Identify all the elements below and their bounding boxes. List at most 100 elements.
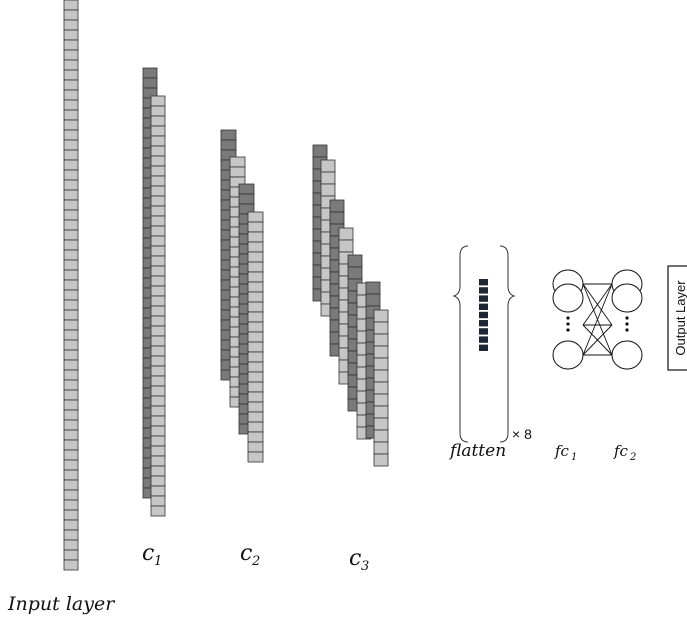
flatten-cell <box>479 279 488 286</box>
cell <box>63 369 79 381</box>
cell <box>247 421 264 433</box>
cell <box>150 465 166 477</box>
cell <box>63 29 79 41</box>
cell <box>63 439 79 451</box>
cell <box>63 219 79 231</box>
cell <box>150 235 166 247</box>
cell <box>150 195 166 207</box>
label-fc2-sub: 2 <box>629 452 636 463</box>
cell <box>150 495 166 507</box>
cell <box>63 99 79 111</box>
cell <box>150 95 166 107</box>
cell <box>63 49 79 61</box>
cell <box>247 221 264 233</box>
cell <box>150 435 166 447</box>
cell <box>63 509 79 521</box>
cell <box>63 169 79 181</box>
cell <box>63 0 79 11</box>
fc-connection <box>582 283 613 326</box>
label-c2-sub: 2 <box>251 554 260 569</box>
cell <box>63 519 79 531</box>
cell <box>63 469 79 481</box>
cell <box>365 281 381 295</box>
cell <box>150 325 166 337</box>
cell <box>247 291 264 303</box>
cell <box>63 59 79 71</box>
fully-connected-network <box>552 269 643 370</box>
c2-col-1 <box>220 129 237 381</box>
cell <box>247 331 264 343</box>
flatten-cell <box>479 320 488 327</box>
cell <box>247 251 264 263</box>
cell <box>238 193 255 205</box>
cell <box>63 179 79 191</box>
cell <box>150 315 166 327</box>
cell <box>150 345 166 357</box>
cell <box>247 351 264 363</box>
cell <box>320 159 336 173</box>
cell <box>150 475 166 487</box>
cell <box>247 441 264 453</box>
output-layer-box <box>667 265 687 371</box>
cell <box>150 295 166 307</box>
cell <box>150 275 166 287</box>
label-input-layer: Input layer <box>7 593 116 615</box>
cell <box>347 254 363 268</box>
cell <box>373 357 389 371</box>
cell <box>150 165 166 177</box>
flatten-cell <box>479 328 488 335</box>
cell <box>238 183 255 195</box>
cell <box>247 311 264 323</box>
cell <box>142 77 158 89</box>
cell <box>63 139 79 151</box>
cell <box>150 355 166 367</box>
label-c3: c <box>349 546 361 571</box>
cell <box>150 285 166 297</box>
cell <box>150 155 166 167</box>
flatten-vector <box>479 279 488 351</box>
cell <box>247 431 264 443</box>
cell <box>150 115 166 127</box>
cell <box>63 89 79 101</box>
label-c2: c <box>240 541 252 566</box>
cell <box>373 309 389 323</box>
label-fc1: fc <box>554 442 570 460</box>
cell <box>63 309 79 321</box>
cell <box>63 9 79 21</box>
cell <box>247 361 264 373</box>
flatten-bracket <box>452 245 516 443</box>
cell <box>63 119 79 131</box>
fc1-node <box>552 283 584 313</box>
cell <box>373 393 389 407</box>
cell <box>63 129 79 141</box>
flatten-cell <box>479 287 488 294</box>
cell <box>150 415 166 427</box>
output-layer-label: Output Layer <box>673 280 687 356</box>
cell <box>63 109 79 121</box>
cell <box>63 319 79 331</box>
cell <box>150 405 166 417</box>
label-c1: c <box>142 541 154 566</box>
cell <box>150 105 166 117</box>
label-c1-sub: 1 <box>154 554 162 569</box>
cell <box>150 305 166 317</box>
cell <box>247 281 264 293</box>
cell <box>247 391 264 403</box>
cell <box>150 455 166 467</box>
cell <box>150 215 166 227</box>
cell <box>150 185 166 197</box>
c2-col-4 <box>247 211 264 463</box>
cell <box>150 255 166 267</box>
cell <box>373 321 389 335</box>
cell <box>63 449 79 461</box>
cell <box>247 411 264 423</box>
cell <box>150 245 166 257</box>
cell <box>247 301 264 313</box>
c1-light-column <box>150 95 166 517</box>
cell <box>150 395 166 407</box>
cell <box>63 549 79 561</box>
cell <box>247 341 264 353</box>
fc2-node <box>611 283 643 313</box>
cell <box>247 261 264 273</box>
